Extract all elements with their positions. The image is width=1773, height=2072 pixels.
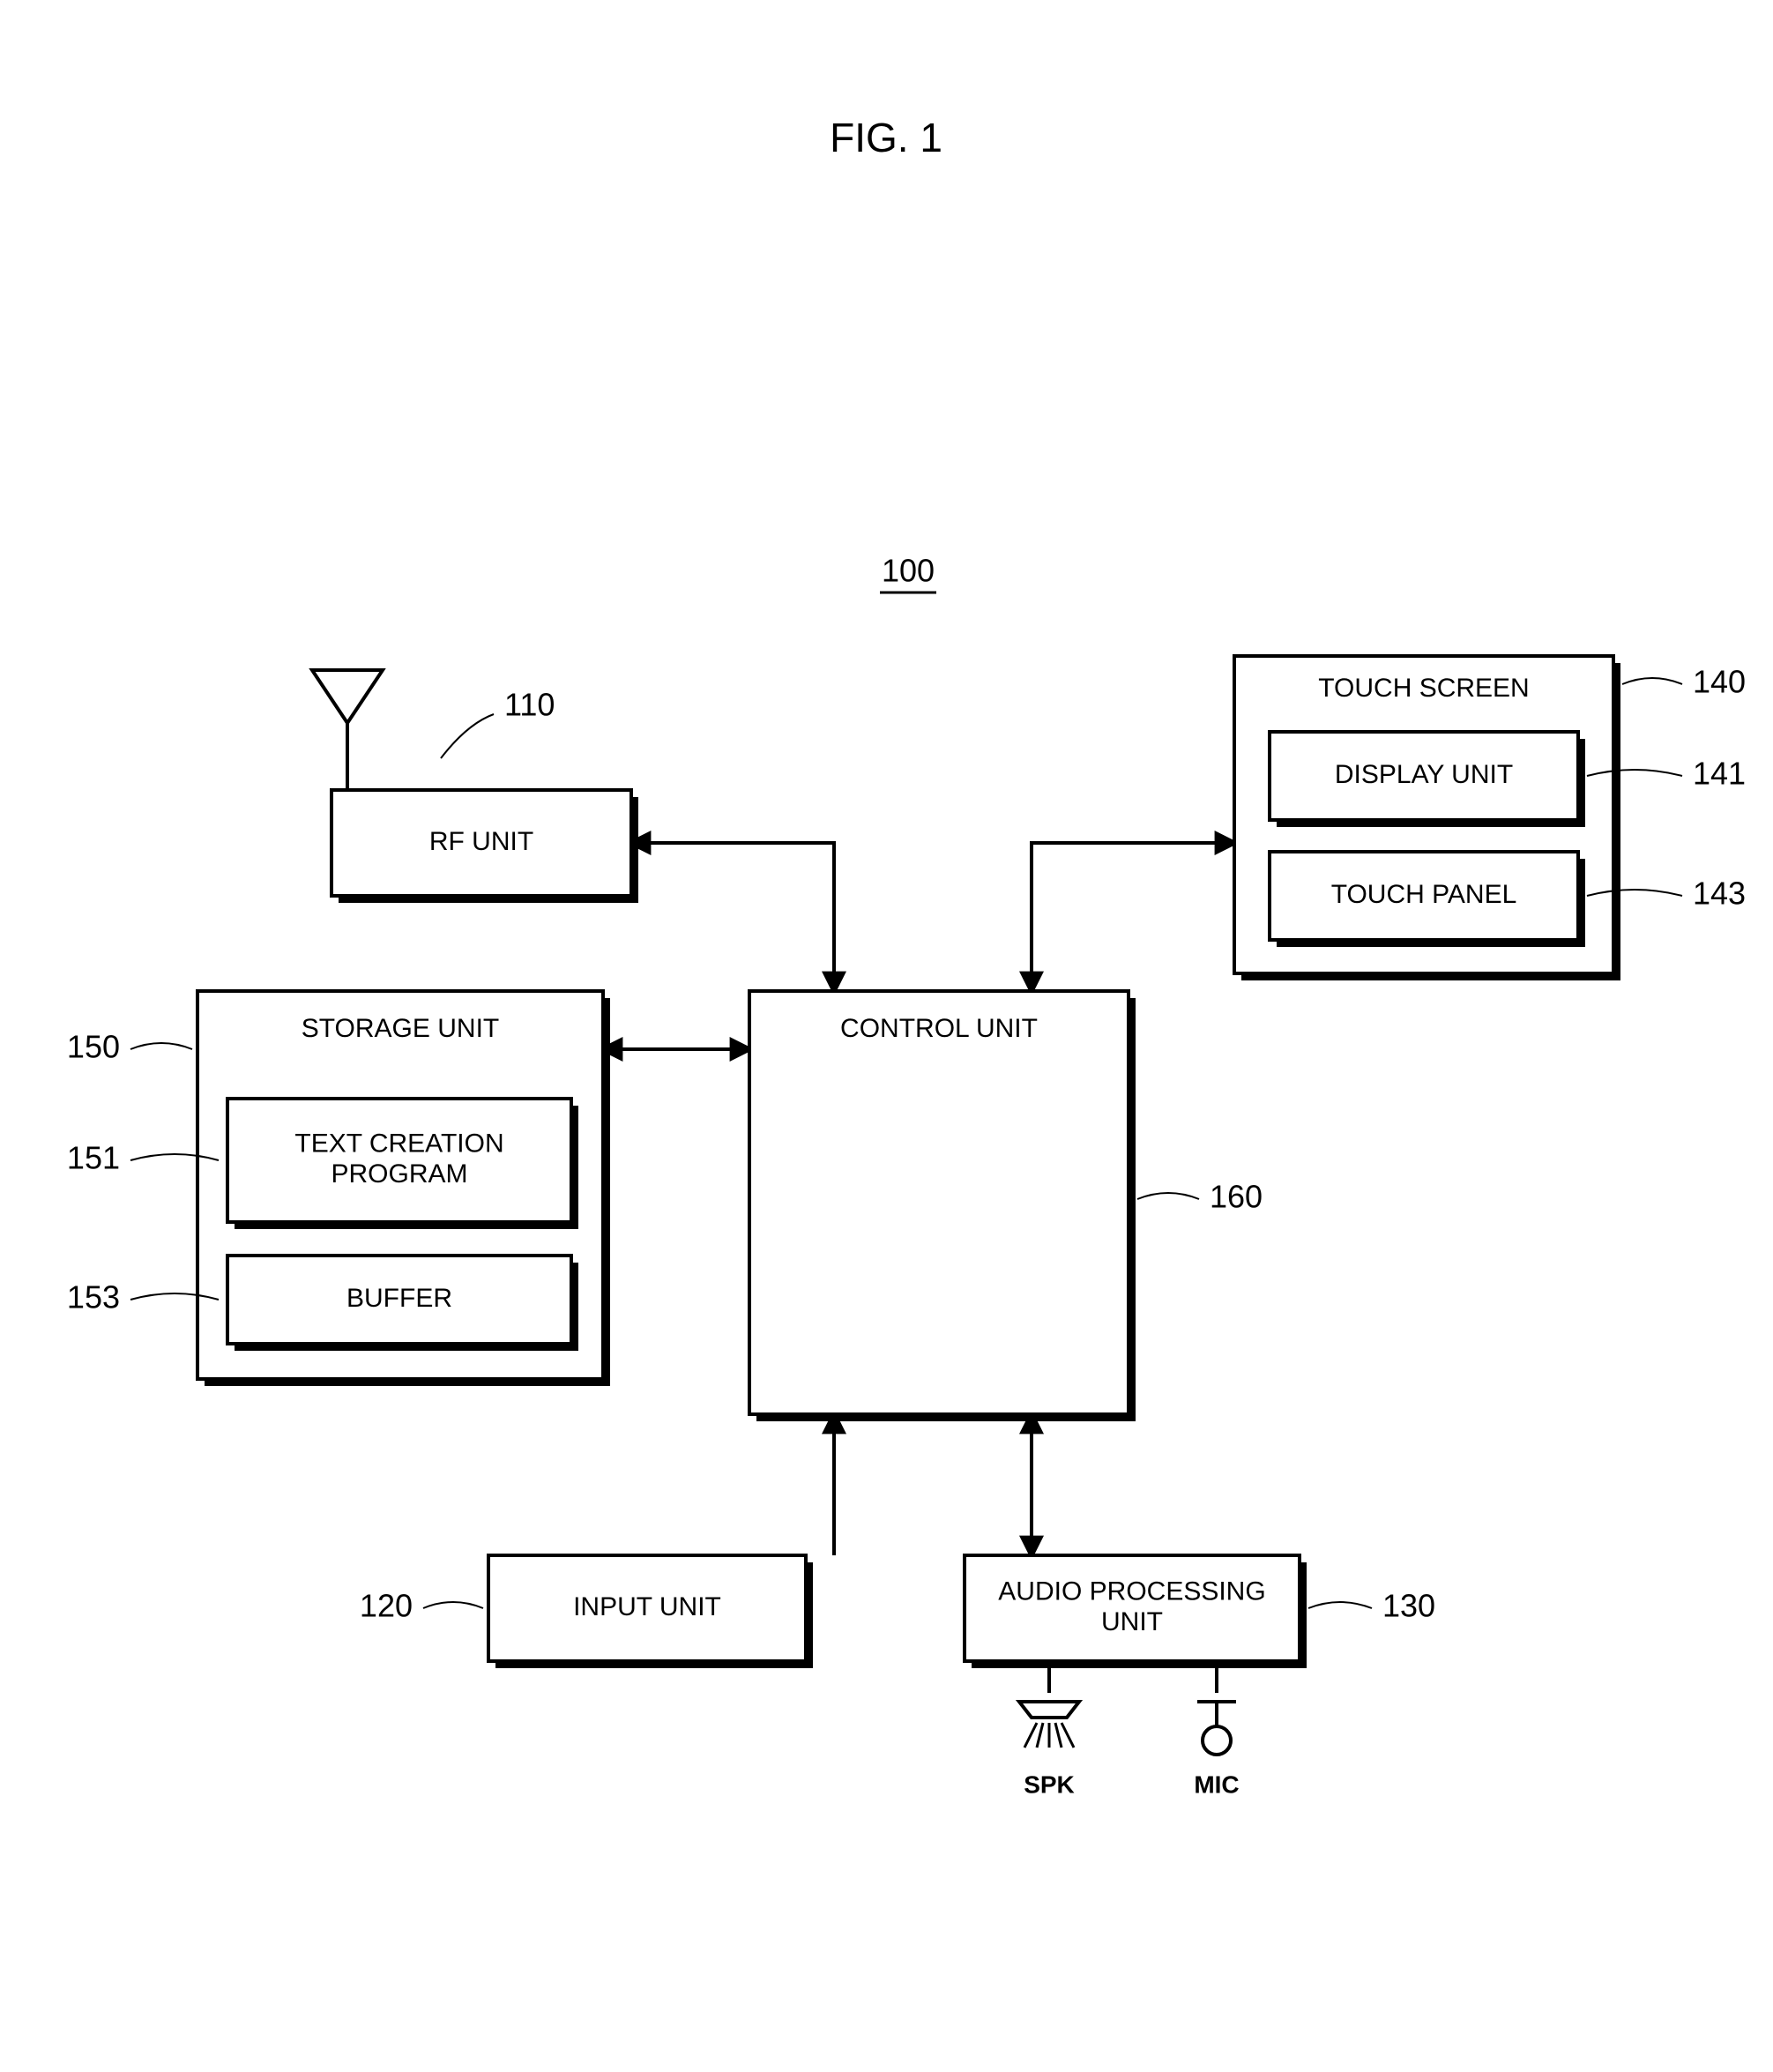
touch-screen-label: TOUCH SCREEN bbox=[1318, 674, 1529, 703]
spk-label: SPK bbox=[1024, 1770, 1075, 1798]
ref-151: 151 bbox=[67, 1140, 120, 1176]
input-unit-label: INPUT UNIT bbox=[573, 1592, 721, 1621]
speaker-ray bbox=[1062, 1723, 1074, 1748]
antenna-icon bbox=[312, 670, 383, 723]
speaker-icon bbox=[1019, 1702, 1079, 1718]
leader-150 bbox=[130, 1043, 192, 1049]
ref-150: 150 bbox=[67, 1029, 120, 1065]
mic-icon bbox=[1203, 1726, 1231, 1755]
leader-120 bbox=[423, 1602, 483, 1608]
audio-unit-label: AUDIO PROCESSING bbox=[998, 1577, 1265, 1606]
touch-panel-label: TOUCH PANEL bbox=[1331, 880, 1517, 909]
text-creation-program-label: TEXT CREATION bbox=[294, 1129, 503, 1159]
buffer-label: BUFFER bbox=[346, 1284, 452, 1313]
ref-143: 143 bbox=[1693, 876, 1746, 912]
storage-unit-label: STORAGE UNIT bbox=[302, 1014, 499, 1043]
text-creation-program-label: PROGRAM bbox=[331, 1159, 467, 1189]
control-unit-label: CONTROL UNIT bbox=[840, 1014, 1038, 1043]
connector-1 bbox=[1032, 843, 1234, 991]
ref-140: 140 bbox=[1693, 664, 1746, 700]
display-unit-label: DISPLAY UNIT bbox=[1335, 760, 1513, 789]
speaker-ray bbox=[1037, 1723, 1043, 1748]
ref-110: 110 bbox=[504, 687, 555, 723]
control-unit-box bbox=[749, 991, 1129, 1414]
figure-title: FIG. 1 bbox=[830, 115, 942, 160]
ref-160: 160 bbox=[1210, 1179, 1263, 1215]
speaker-ray bbox=[1024, 1723, 1037, 1748]
ref-141: 141 bbox=[1693, 756, 1746, 792]
ref-120: 120 bbox=[360, 1588, 413, 1624]
ref-153: 153 bbox=[67, 1279, 120, 1315]
ref-130: 130 bbox=[1382, 1588, 1435, 1624]
connector-0 bbox=[631, 843, 834, 991]
speaker-ray bbox=[1055, 1723, 1062, 1748]
rf-unit-label: RF UNIT bbox=[429, 827, 533, 856]
system-ref: 100 bbox=[882, 553, 935, 589]
leader-130 bbox=[1308, 1602, 1372, 1608]
mic-label: MIC bbox=[1194, 1770, 1239, 1798]
leader-140 bbox=[1622, 678, 1682, 684]
leader-110 bbox=[441, 714, 494, 758]
audio-unit-label: UNIT bbox=[1101, 1607, 1163, 1636]
leader-160 bbox=[1137, 1193, 1199, 1199]
